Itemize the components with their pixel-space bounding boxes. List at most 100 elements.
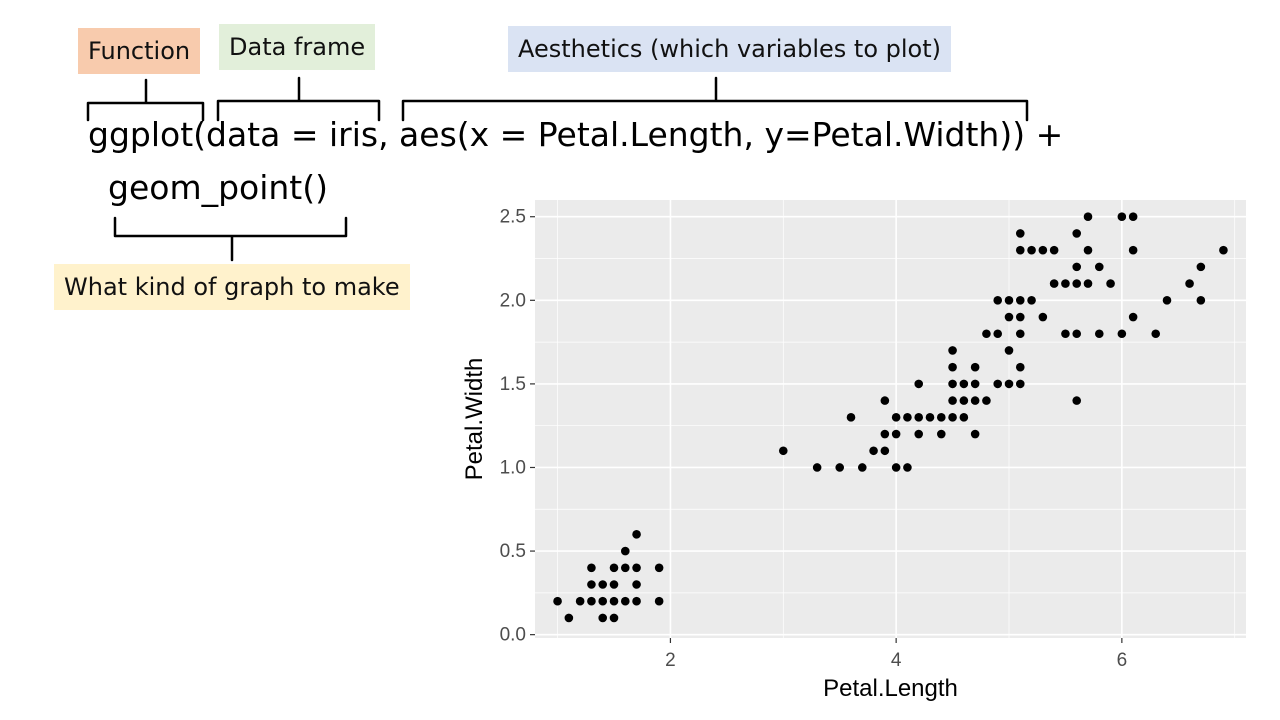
data-point [609,613,619,623]
data-point [1015,329,1025,339]
data-point [632,530,641,539]
code-line-ggplot: ggplot(data = iris, aes(x = Petal.Length… [88,115,1064,154]
data-point [1015,312,1025,322]
data-point [1061,329,1070,339]
data-point [620,546,630,556]
data-point [914,379,924,389]
data-point [914,429,924,439]
data-point [1072,229,1082,238]
data-point [1083,245,1093,255]
data-frame-brace [216,76,381,122]
data-point [654,563,664,573]
data-point [1061,279,1070,288]
data-point [575,596,585,606]
data-point [1128,312,1138,322]
data-point [609,596,619,606]
data-point [846,413,856,422]
data-point [1219,245,1228,255]
data-point [903,463,912,472]
data-point [959,396,969,405]
data-point [1185,279,1194,288]
data-point [1162,296,1172,305]
y-axis-title: Petal.Width [461,358,488,481]
data-point [564,613,574,623]
data-point [891,413,901,422]
code-line-geom-point: geom_point() [108,168,328,207]
data-point [1072,329,1082,339]
x-tick-label: 2 [665,650,676,671]
data-point [632,563,641,573]
data-point [880,446,890,456]
y-tick-label: 1.5 [500,374,526,395]
data-point [948,362,957,372]
geom-label: What kind of graph to make [54,264,410,310]
data-point [1072,279,1082,288]
y-tick-label: 2.0 [500,290,526,311]
data-point [1196,262,1206,272]
y-tick-label: 0.0 [500,625,526,646]
data-point [1015,296,1025,305]
data-point [1049,245,1059,255]
data-point [914,413,924,422]
data-point [632,596,641,606]
data-point [993,379,1003,389]
data-point [1072,262,1082,272]
y-tick-label: 0.5 [500,541,526,562]
scatter-plot: 0.0 0.5 1.0 1.5 2.0 2.5 2 4 6 Petal.Length Petal.W… [461,200,1246,702]
x-tick-label: 4 [891,650,902,671]
data-point [620,563,630,573]
data-point [1128,212,1138,222]
data-point [959,379,969,389]
data-point [1004,296,1014,305]
data-point [812,463,822,472]
data-point [993,329,1003,339]
data-point [1015,362,1025,372]
data-point [1004,312,1014,322]
plot-panel [535,200,1246,638]
data-point [1015,379,1025,389]
data-point [778,446,788,456]
data-point [1117,212,1127,222]
data-point [1015,245,1025,255]
data-point [1015,229,1025,238]
data-point [948,379,957,389]
data-point [970,362,980,372]
aesthetics-brace [401,76,1029,122]
data-point [869,446,878,456]
data-point [1106,279,1115,288]
x-tick-label: 6 [1117,650,1128,671]
data-frame-label: Data frame [219,24,376,70]
data-point [891,463,901,472]
data-point [1038,245,1048,255]
data-point [936,429,946,439]
data-point [587,580,596,589]
data-point [982,329,991,339]
data-point [1094,329,1104,339]
data-point [553,596,562,606]
data-point [1004,379,1014,389]
data-point [620,596,630,606]
x-axis-title: Petal.Length [823,675,958,702]
data-point [598,596,608,606]
data-point [587,596,596,606]
data-point [970,396,980,405]
data-point [1151,329,1161,339]
data-point [948,396,957,405]
data-point [880,429,890,439]
data-point [598,613,608,623]
data-point [948,413,957,422]
data-point [835,463,845,472]
data-point [903,413,912,422]
aesthetics-label: Aesthetics (which variables to plot) [508,26,951,72]
data-point [970,379,980,389]
data-point [598,580,608,589]
data-point [1027,296,1036,305]
data-point [1004,346,1014,355]
data-point [632,580,641,589]
data-point [1083,279,1093,288]
y-tick-label: 2.5 [500,207,526,228]
data-point [925,413,935,422]
function-label: Function [78,28,201,74]
data-point [587,563,596,573]
geom-brace [113,216,348,262]
